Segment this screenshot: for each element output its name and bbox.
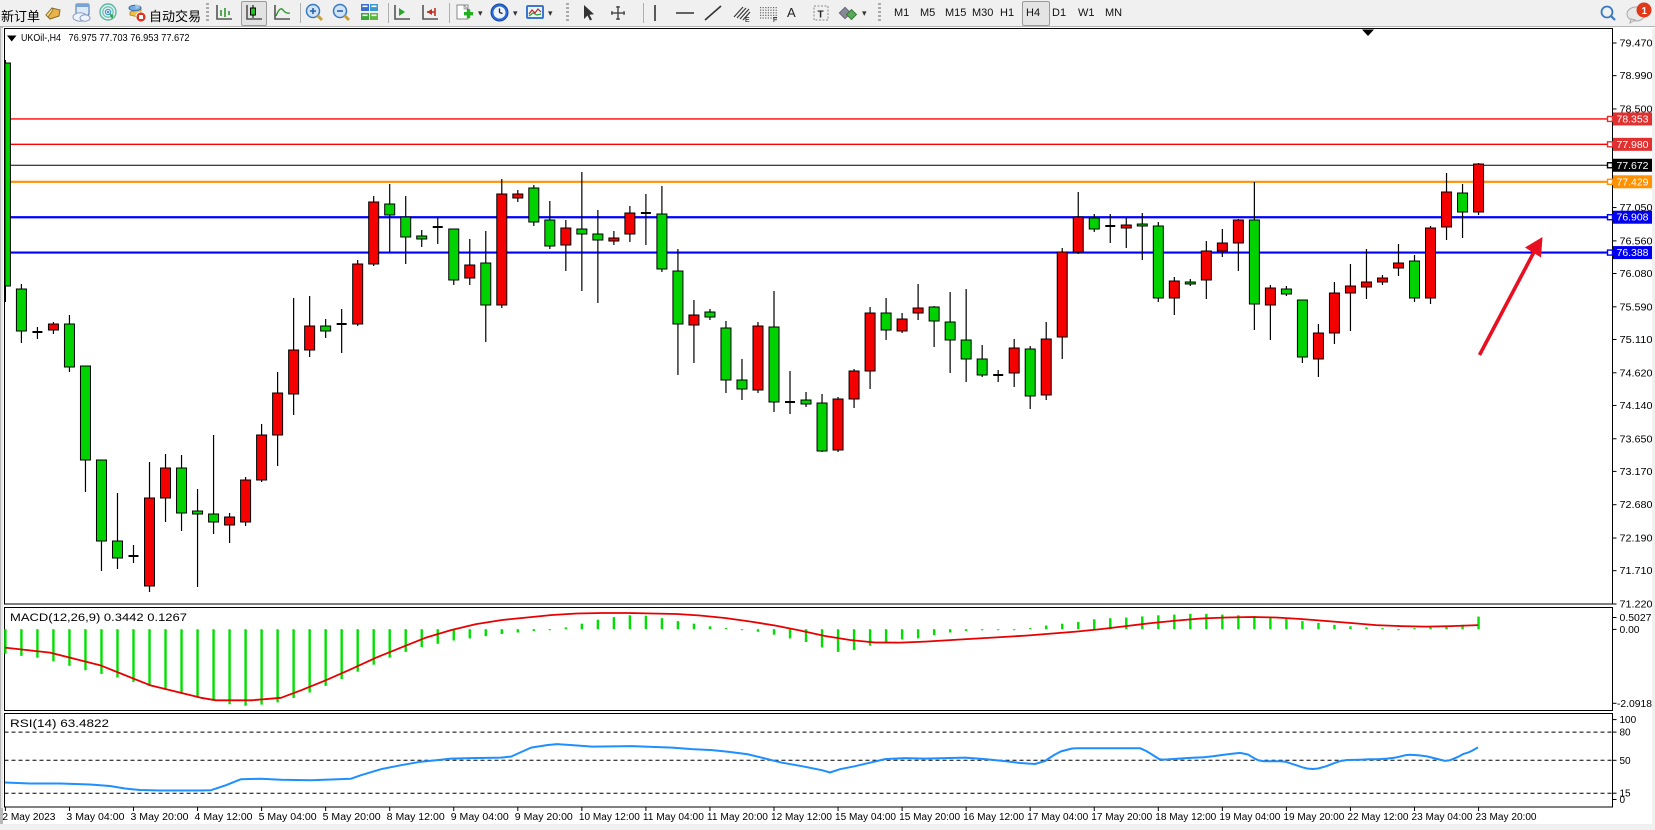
svg-text:72.680: 72.680 — [1620, 500, 1653, 511]
svg-text:F: F — [773, 17, 777, 23]
svg-text:76.908: 76.908 — [1617, 213, 1649, 224]
svg-text:78.500: 78.500 — [1620, 104, 1653, 115]
svg-text:76.975 77.703 76.953 77.672: 76.975 77.703 76.953 77.672 — [69, 32, 190, 44]
svg-text:4 May 12:00: 4 May 12:00 — [195, 812, 253, 823]
svg-text:77.050: 77.050 — [1620, 203, 1653, 214]
svg-text:UKOil-,H4: UKOil-,H4 — [21, 32, 61, 44]
svg-text:3 May 04:00: 3 May 04:00 — [66, 812, 124, 823]
svg-text:0: 0 — [1620, 795, 1626, 806]
svg-text:74.140: 74.140 — [1620, 401, 1653, 412]
svg-text:8 May 12:00: 8 May 12:00 — [387, 812, 445, 823]
svg-text:74.620: 74.620 — [1620, 368, 1653, 379]
svg-text:23 May 04:00: 23 May 04:00 — [1412, 812, 1473, 823]
svg-text:0.5027: 0.5027 — [1620, 613, 1652, 624]
svg-text:12 May 12:00: 12 May 12:00 — [771, 812, 832, 823]
svg-text:75.110: 75.110 — [1620, 335, 1653, 346]
svg-text:15 May 20:00: 15 May 20:00 — [899, 812, 960, 823]
svg-text:80: 80 — [1620, 728, 1632, 739]
svg-text:15 May 04:00: 15 May 04:00 — [835, 812, 896, 823]
svg-text:72.190: 72.190 — [1620, 534, 1653, 545]
svg-text:79.470: 79.470 — [1620, 39, 1653, 50]
svg-text:76.560: 76.560 — [1620, 236, 1653, 247]
svg-text:E: E — [745, 17, 750, 23]
svg-text:75.590: 75.590 — [1620, 302, 1653, 313]
svg-text:5 May 20:00: 5 May 20:00 — [323, 812, 381, 823]
svg-text:17 May 20:00: 17 May 20:00 — [1091, 812, 1152, 823]
svg-text:71.710: 71.710 — [1620, 566, 1653, 577]
svg-text:73.170: 73.170 — [1620, 467, 1653, 478]
svg-text:71.220: 71.220 — [1620, 600, 1653, 611]
svg-text:RSI(14) 63.4822: RSI(14) 63.4822 — [10, 718, 109, 730]
svg-text:17 May 04:00: 17 May 04:00 — [1027, 812, 1088, 823]
svg-text:77.429: 77.429 — [1617, 177, 1649, 188]
svg-text:11 May 20:00: 11 May 20:00 — [707, 812, 768, 823]
svg-text:16 May 12:00: 16 May 12:00 — [963, 812, 1024, 823]
svg-text:77.672: 77.672 — [1617, 161, 1649, 172]
svg-text:23 May 20:00: 23 May 20:00 — [1476, 812, 1537, 823]
svg-text:18 May 12:00: 18 May 12:00 — [1155, 812, 1216, 823]
svg-text:2 May 2023: 2 May 2023 — [2, 812, 55, 823]
svg-text:78.990: 78.990 — [1620, 71, 1653, 82]
svg-text:10 May 12:00: 10 May 12:00 — [579, 812, 640, 823]
svg-text:15: 15 — [1620, 789, 1632, 800]
svg-text:MACD(12,26,9) 0.3442 0.1267: MACD(12,26,9) 0.3442 0.1267 — [10, 612, 187, 624]
svg-text:76.388: 76.388 — [1617, 248, 1649, 259]
svg-text:11 May 04:00: 11 May 04:00 — [643, 812, 704, 823]
svg-text:-2.0918: -2.0918 — [1617, 699, 1652, 710]
svg-text:19 May 04:00: 19 May 04:00 — [1219, 812, 1280, 823]
svg-text:9 May 04:00: 9 May 04:00 — [451, 812, 509, 823]
svg-text:78.353: 78.353 — [1617, 114, 1649, 125]
svg-text:9 May 20:00: 9 May 20:00 — [515, 812, 573, 823]
svg-text:100: 100 — [1620, 715, 1637, 726]
svg-text:76.080: 76.080 — [1620, 269, 1653, 280]
svg-text:77.980: 77.980 — [1617, 140, 1649, 151]
svg-text:19 May 20:00: 19 May 20:00 — [1283, 812, 1344, 823]
svg-text:22 May 12:00: 22 May 12:00 — [1347, 812, 1408, 823]
svg-text:0.00: 0.00 — [1620, 625, 1640, 636]
svg-text:5 May 04:00: 5 May 04:00 — [259, 812, 317, 823]
svg-text:73.650: 73.650 — [1620, 434, 1653, 445]
svg-text:T: T — [818, 10, 824, 21]
svg-text:50: 50 — [1620, 756, 1632, 767]
svg-text:1: 1 — [1642, 6, 1648, 17]
svg-text:3 May 20:00: 3 May 20:00 — [131, 812, 189, 823]
